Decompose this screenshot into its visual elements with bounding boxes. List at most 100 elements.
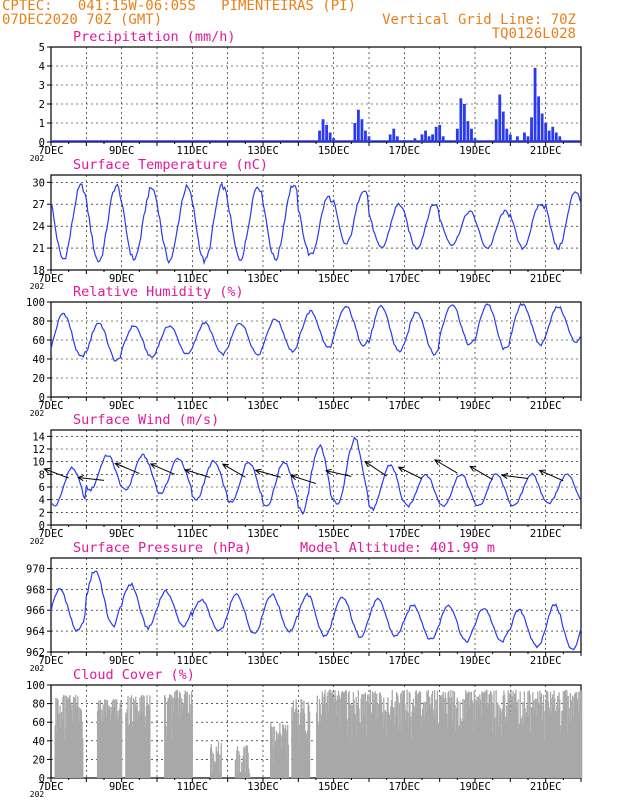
cloud-bar: [318, 699, 321, 778]
cloud-bar: [368, 694, 370, 778]
precip-bar: [431, 134, 434, 142]
x-tick-label: 19DEC: [459, 273, 491, 285]
cloud-bar: [114, 699, 116, 778]
cloud-bar: [80, 710, 82, 778]
cloud-bar: [218, 773, 220, 778]
x-tick-label: 21DEC: [530, 273, 562, 285]
cloud-bar: [108, 707, 111, 778]
cloud-bar: [128, 726, 130, 778]
cloud-bar: [181, 698, 183, 778]
cloud-bar: [119, 703, 121, 778]
cloud-bar: [458, 725, 461, 778]
cloud-bar: [506, 721, 509, 778]
cloud-bar: [452, 690, 454, 778]
cloud-bar: [243, 748, 246, 778]
cloud-bar: [72, 696, 75, 778]
cloud-bar: [392, 706, 394, 778]
cloud-bar: [409, 716, 412, 778]
station-header: CPTEC: 041:15W-06:05S PIMENTEIRAS (PI): [2, 0, 357, 14]
cloud-bar: [457, 700, 459, 778]
cloud-bar: [431, 694, 433, 778]
cloud-bar: [167, 697, 169, 778]
cloud-bar: [132, 726, 134, 778]
cloud-bar: [544, 702, 547, 778]
cloud-bar: [179, 693, 181, 778]
cloud-bar: [69, 695, 71, 778]
cloud-bar: [528, 715, 530, 778]
cloud-bar: [540, 696, 542, 778]
cloud-bar: [504, 721, 506, 778]
precip-bar: [551, 126, 555, 142]
cloud-bar: [144, 728, 147, 778]
cloud-bar: [134, 700, 136, 778]
panel-pres: 962 964 966 968 970 7DEC 9DEC 11DEC 13DEC 15DEC 17…: [26, 540, 582, 673]
cloud-bar: [176, 691, 178, 778]
cloud-bar: [393, 724, 396, 778]
cloud-bar: [560, 725, 562, 778]
cloud-bar: [556, 695, 559, 778]
cloud-bar: [273, 726, 275, 778]
cloud-bar: [442, 691, 444, 778]
cloud-bar: [491, 694, 493, 778]
cloud-bar: [475, 720, 477, 778]
cloud-bar: [126, 709, 128, 778]
cloud-bar: [568, 708, 570, 778]
cloud-bar: [393, 707, 395, 778]
wind-arrow-head: [397, 466, 405, 473]
panel-precip: 0 1 2 3 4 5 7DEC 9DEC 11DEC 13DEC 15DEC 17DEC 19DEC 2…: [30, 29, 582, 163]
x-tick-label: 7DEC: [38, 145, 63, 157]
cloud-bar: [406, 689, 408, 778]
cloud-bar: [423, 701, 425, 778]
x-tick-label: 17DEC: [389, 655, 421, 667]
wind-arrow: [185, 469, 211, 478]
cloud-bar: [532, 701, 535, 778]
precip-bar: [357, 109, 360, 142]
cloud-bar: [484, 691, 486, 778]
cloud-bar: [322, 696, 324, 778]
cloud-bar: [501, 709, 504, 778]
cloud-bar: [464, 722, 466, 778]
cloud-bar: [530, 733, 532, 778]
cloud-bar: [239, 771, 241, 778]
cloud-bar: [494, 735, 497, 778]
cloud-bar: [551, 698, 553, 778]
cloud-bar: [331, 693, 333, 778]
cloud-bar: [559, 699, 561, 778]
cloud-bar: [461, 722, 463, 778]
precip-bar: [505, 128, 509, 142]
precip-bar: [420, 134, 424, 142]
x-tick-label: 7DEC: [38, 273, 63, 285]
cloud-bar: [147, 703, 149, 778]
cloud-bar: [316, 712, 318, 778]
cloud-bar: [337, 691, 340, 778]
cloud-bar: [135, 706, 138, 778]
cloud-bar: [106, 718, 108, 778]
wind-arrow: [255, 469, 281, 478]
cloud-bar: [307, 701, 309, 778]
cloud-bar: [487, 706, 489, 778]
x-tick-label: 19DEC: [459, 655, 491, 667]
cloud-bar: [184, 690, 186, 778]
series-line: [50, 436, 582, 516]
cloud-bar: [544, 740, 546, 778]
cloud-bar: [248, 768, 250, 778]
cloud-bar: [513, 693, 516, 778]
cloud-bar: [325, 720, 328, 778]
x-year-label: 202: [30, 282, 45, 291]
cloud-bar: [510, 689, 512, 778]
y-tick-label: 2: [39, 99, 45, 111]
wind-arrow-head: [433, 459, 441, 466]
cloud-bar: [379, 692, 381, 778]
cloud-bar: [272, 765, 275, 778]
cloud-bar: [190, 704, 192, 778]
cloud-bar: [523, 691, 526, 778]
cloud-bar: [297, 712, 299, 778]
cloud-bar: [481, 691, 483, 778]
wind-arrow: [539, 469, 564, 482]
cloud-bar: [149, 695, 151, 778]
cloud-bar: [365, 735, 367, 778]
y-tick-label: 4: [39, 495, 45, 507]
cloud-bar: [439, 695, 441, 778]
cloud-bar: [326, 696, 328, 778]
